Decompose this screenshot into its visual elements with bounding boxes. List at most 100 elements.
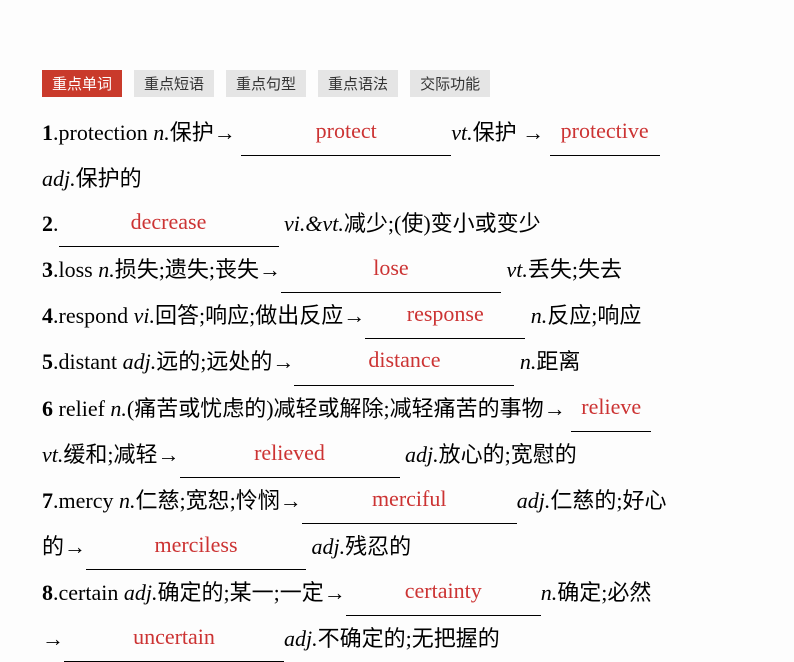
vocab-item-8: 8.certain adj.确定的;某一;一定→certaintyn.确定;必然… (42, 570, 752, 662)
part-of-speech: adj. (123, 349, 157, 374)
arrow: → (272, 349, 294, 374)
tab-0[interactable]: 重点单词 (42, 70, 122, 97)
text-segment: .respond (53, 303, 134, 328)
text-segment: 丢失;失去 (528, 257, 622, 282)
part-of-speech: adj. (517, 488, 551, 513)
part-of-speech: vi.&vt. (284, 211, 344, 236)
item-number: 7 (42, 488, 53, 513)
item-number: 4 (42, 303, 53, 328)
item-number: 6 (42, 396, 53, 421)
text-segment: 保护的 (76, 166, 142, 191)
text-segment: 仁慈的;好心 (550, 488, 666, 513)
vocab-item-7: 7.mercy n.仁慈;宽恕;怜悯→mercifuladj.仁慈的;好心的→m… (42, 478, 752, 570)
vocab-item-5: 5.distant adj.远的;远处的→distance n.距离 (42, 339, 752, 385)
text-segment: relief (53, 396, 110, 421)
answer-text: distance (294, 337, 514, 382)
tab-3[interactable]: 重点语法 (318, 70, 398, 97)
part-of-speech: adj. (42, 166, 76, 191)
part-of-speech: n. (153, 120, 170, 145)
part-of-speech: adj. (405, 442, 439, 467)
part-of-speech: n. (531, 303, 548, 328)
text-segment: .distant (53, 349, 123, 374)
arrow: → (544, 396, 572, 421)
text-segment: 确定;必然 (557, 580, 651, 605)
tab-2[interactable]: 重点句型 (226, 70, 306, 97)
text-segment: 不确定的;无把握的 (318, 626, 500, 651)
text-segment: .loss (53, 257, 98, 282)
text-segment: 缓和;减轻 (63, 442, 157, 467)
text-segment: 仁慈;宽恕;怜悯 (135, 488, 279, 513)
part-of-speech: n. (541, 580, 558, 605)
part-of-speech: n. (98, 257, 115, 282)
text-segment: .protection (53, 120, 153, 145)
text-segment: 保护 (170, 120, 214, 145)
answer-text: uncertain (64, 614, 284, 659)
text-segment: 远的;远处的 (156, 349, 272, 374)
text-segment: 残忍的 (345, 534, 411, 559)
fill-blank: uncertain (64, 616, 284, 662)
arrow: → (343, 303, 365, 328)
arrow: → (214, 120, 242, 145)
part-of-speech: n. (119, 488, 136, 513)
text-segment: .certain (53, 580, 124, 605)
tab-bar: 重点单词重点短语重点句型重点语法交际功能 (42, 70, 490, 97)
fill-blank: lose (281, 247, 501, 293)
fill-blank: decrease (59, 201, 279, 247)
answer-text: protective (550, 108, 660, 153)
item-number: 5 (42, 349, 53, 374)
arrow: → (42, 626, 64, 651)
answer-text: relieved (180, 430, 400, 475)
part-of-speech: adj. (124, 580, 158, 605)
part-of-speech: vt. (506, 257, 527, 282)
part-of-speech: vi. (134, 303, 155, 328)
part-of-speech: adj. (284, 626, 318, 651)
answer-text: merciless (86, 522, 306, 567)
vocabulary-content: 1.protection n.保护→ protectvt.保护 → protec… (42, 110, 752, 662)
item-number: 3 (42, 257, 53, 282)
arrow: → (158, 442, 180, 467)
text-segment: 距离 (536, 349, 580, 374)
part-of-speech: n. (110, 396, 127, 421)
fill-blank: response (365, 293, 525, 339)
arrow: → (522, 120, 550, 145)
item-number: 2 (42, 211, 53, 236)
tab-1[interactable]: 重点短语 (134, 70, 214, 97)
answer-text: response (365, 291, 525, 336)
text-segment: (痛苦或忧虑的)减轻或解除;减轻痛苦的事物 (127, 396, 544, 421)
arrow: → (324, 580, 346, 605)
fill-blank: certainty (346, 570, 541, 616)
arrow: → (280, 488, 302, 513)
tab-4[interactable]: 交际功能 (410, 70, 490, 97)
fill-blank: merciless (86, 524, 306, 570)
answer-text: protect (241, 108, 451, 153)
text-segment: 回答;响应;做出反应 (155, 303, 343, 328)
item-number: 8 (42, 580, 53, 605)
text-segment: 确定的;某一;一定 (157, 580, 323, 605)
part-of-speech: n. (520, 349, 537, 374)
answer-text: decrease (59, 199, 279, 244)
fill-blank: relieve (571, 386, 651, 432)
arrow: → (259, 257, 281, 282)
answer-text: certainty (346, 568, 541, 613)
item-number: 1 (42, 120, 53, 145)
vocab-item-3: 3.loss n.损失;遗失;丧失→lose vt.丢失;失去 (42, 247, 752, 293)
fill-blank: protect (241, 110, 451, 156)
fill-blank: merciful (302, 478, 517, 524)
answer-text: lose (281, 245, 501, 290)
text-segment: 反应;响应 (547, 303, 641, 328)
part-of-speech: vt. (451, 120, 472, 145)
text-segment: 减少;(使)变小或变少 (344, 211, 541, 236)
text-segment: .mercy (53, 488, 119, 513)
vocab-item-2: 2.decrease vi.&vt.减少;(使)变小或变少 (42, 201, 752, 247)
vocab-item-6: 6 relief n.(痛苦或忧虑的)减轻或解除;减轻痛苦的事物→ reliev… (42, 386, 752, 478)
text-segment: 放心的;宽慰的 (439, 442, 577, 467)
fill-blank: protective (550, 110, 660, 156)
vocab-item-4: 4.respond vi.回答;响应;做出反应→response n.反应;响应 (42, 293, 752, 339)
fill-blank: distance (294, 339, 514, 385)
answer-text: merciful (302, 476, 517, 521)
fill-blank: relieved (180, 432, 400, 478)
part-of-speech: adj. (312, 534, 346, 559)
answer-text: relieve (571, 384, 651, 429)
part-of-speech: vt. (42, 442, 63, 467)
arrow: → (64, 534, 86, 559)
